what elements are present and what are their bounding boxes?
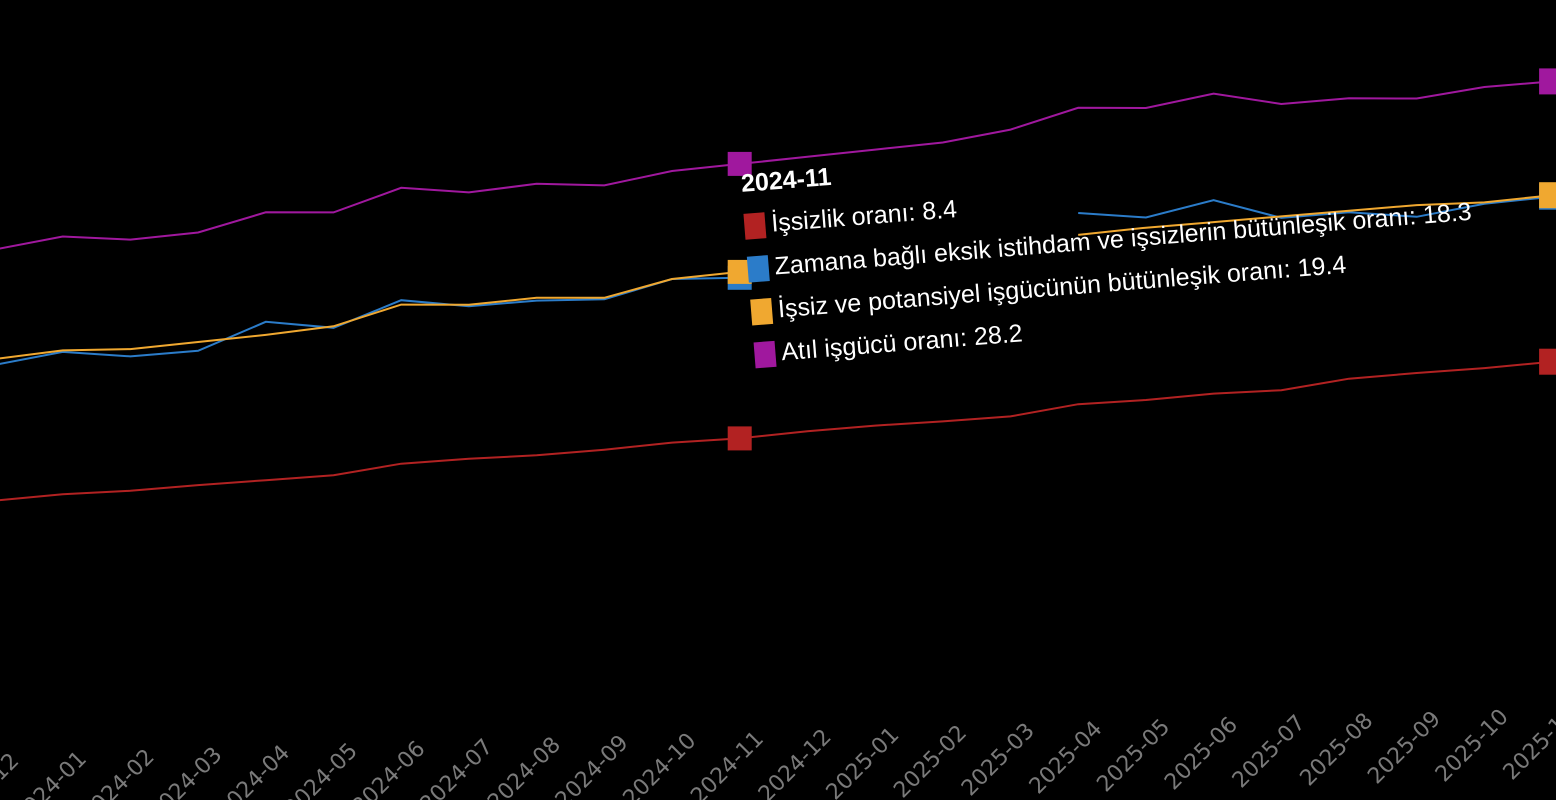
x-tick-label: 2024-03 <box>145 743 228 800</box>
potansiyel-swatch <box>750 297 774 326</box>
series-marker-2-23[interactable] <box>1539 182 1556 209</box>
x-tick-label: 2024-02 <box>77 745 160 800</box>
x-tick-label: 2024-06 <box>348 737 431 800</box>
x-tick-label: 2025-08 <box>1296 709 1379 792</box>
x-tick-label: 2025-02 <box>889 721 972 800</box>
x-tick-label: 2024-01 <box>9 747 92 800</box>
series-line-2 <box>0 194 1553 360</box>
x-tick-label: 2025-04 <box>1025 717 1108 800</box>
x-tick-label: 2025-07 <box>1228 711 1311 794</box>
zamana-swatch <box>746 254 770 283</box>
x-tick-label: 2024-04 <box>212 741 295 800</box>
series-line-0 <box>0 360 1553 502</box>
series-marker-0-23[interactable] <box>1539 348 1556 375</box>
x-tick-label: 2025-06 <box>1160 713 1243 796</box>
series-marker-3-23[interactable] <box>1539 68 1556 95</box>
series-line-1 <box>0 195 1553 365</box>
x-tick-label: 2025-05 <box>1092 715 1175 798</box>
series-line-3 <box>0 80 1553 250</box>
series-marker-0-11[interactable] <box>727 426 752 451</box>
atil-swatch <box>753 340 777 368</box>
x-tick-label: 2024-08 <box>483 733 566 800</box>
x-tick-label: 2024-05 <box>280 739 363 800</box>
x-tick-label: 2023-12 <box>0 749 24 800</box>
x-tick-label: 2025-09 <box>1363 707 1446 790</box>
issizlik-swatch <box>743 211 767 240</box>
x-tick-label: 2025-10 <box>1431 705 1514 788</box>
x-tick-label: 2025-03 <box>957 719 1040 800</box>
x-tick-label: 2024-07 <box>415 735 498 800</box>
series-marker-3-11[interactable] <box>727 151 752 176</box>
x-tick-label: 2024-09 <box>551 731 634 800</box>
x-tick-label: 2025-11 <box>1499 703 1556 786</box>
